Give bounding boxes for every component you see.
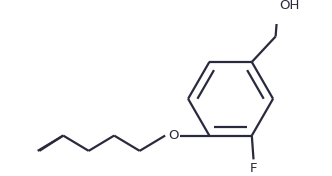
Text: O: O (168, 129, 179, 142)
Text: F: F (250, 162, 257, 175)
Text: OH: OH (279, 0, 299, 12)
